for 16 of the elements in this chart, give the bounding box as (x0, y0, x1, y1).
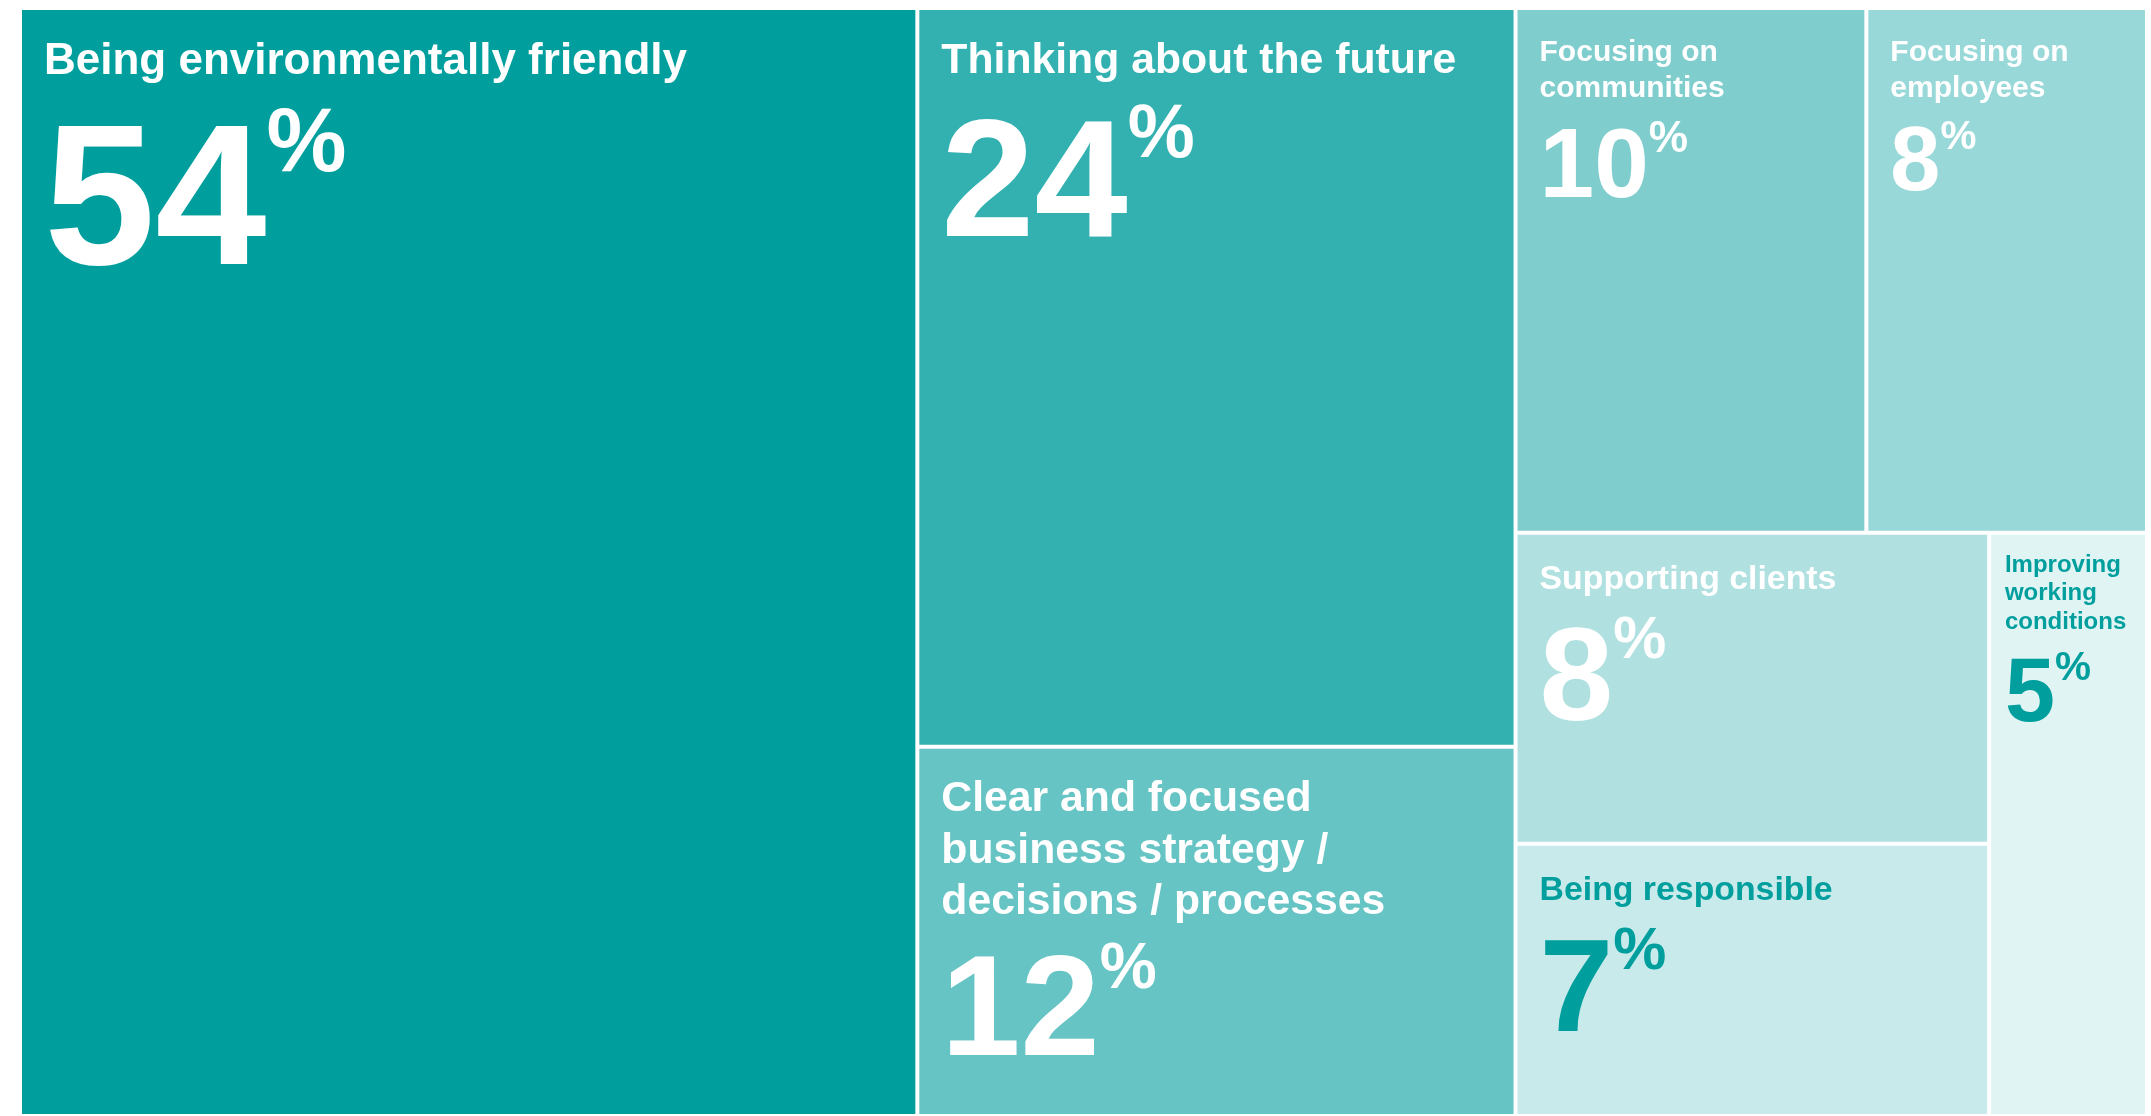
data-label: 54% (44, 83, 347, 307)
data-label: 5% (2004, 640, 2091, 741)
data-label: 24% (941, 83, 1195, 271)
category-label: Supporting clients (1539, 558, 1837, 597)
category-label: Clear and focused business strategy / decisions / processes (941, 772, 1386, 923)
category-label: Being environmentally friendly (44, 33, 688, 83)
category-label: Thinking about the future (941, 33, 1457, 82)
data-label: 8% (1539, 599, 1667, 748)
category-label: Being responsible (1539, 869, 1833, 908)
category-label: Focusing on communities (1539, 33, 1725, 103)
data-label: 7% (1539, 910, 1667, 1059)
category-label: Focusing on employees (1890, 33, 2069, 103)
data-label: 12% (941, 925, 1157, 1085)
data-label: 10% (1539, 108, 1689, 218)
data-label: 8% (1890, 109, 1977, 209)
category-label: Improving working conditions (2003, 549, 2127, 635)
